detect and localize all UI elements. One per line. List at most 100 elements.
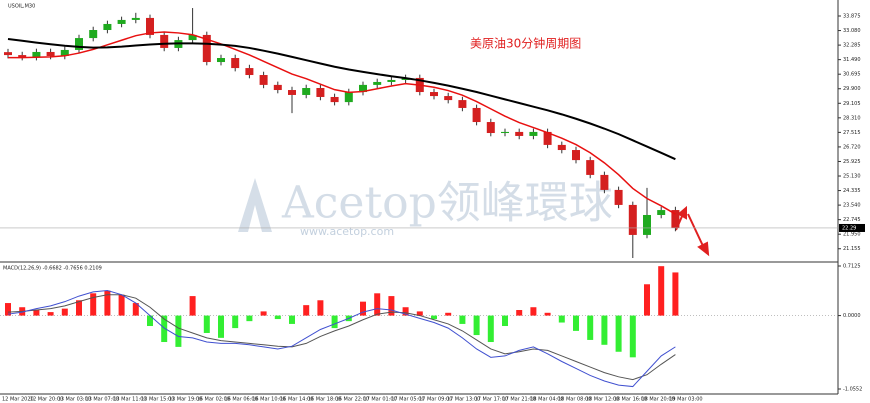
y-tick-label: 24.335: [843, 188, 861, 194]
histogram-bar: [118, 294, 125, 316]
candle-body: [18, 55, 27, 58]
histogram-bar: [388, 296, 395, 316]
candle-body: [330, 96, 339, 103]
histogram-bar: [402, 307, 409, 316]
x-tick-label: 19 Mar 03:00: [669, 397, 702, 403]
x-tick-label: 16 Mar 02:00: [197, 397, 230, 403]
candle-body: [344, 92, 353, 103]
candle-body: [600, 174, 609, 190]
x-tick-label: 13 Mar 19:00: [169, 397, 202, 403]
y-tick-label: 32.285: [843, 43, 861, 49]
candle-body: [671, 210, 680, 228]
candle-body: [302, 88, 311, 95]
x-tick-label: 18 Mar 08:00: [558, 397, 591, 403]
y-tick-label: 29.900: [843, 86, 861, 92]
histogram-bar: [274, 315, 281, 320]
histogram-bar: [175, 315, 182, 347]
y-tick-label: 29.105: [843, 101, 861, 107]
histogram-bar: [587, 315, 594, 340]
histogram-bar: [644, 284, 650, 316]
histogram-bar: [601, 315, 608, 345]
histogram-bar: [90, 293, 97, 316]
candle-body: [75, 38, 83, 50]
x-tick-label: 18 Mar 16:00: [614, 397, 647, 403]
x-tick-label: 17 Mar 05:00: [391, 397, 424, 403]
watermark-logo: [238, 178, 272, 232]
y-tick-label: 23.540: [843, 203, 861, 209]
candle-body: [231, 58, 240, 69]
y-tick-label: 25.925: [843, 159, 861, 165]
histogram-bar: [260, 311, 267, 316]
histogram-bar: [445, 312, 452, 316]
candle-body: [89, 30, 98, 39]
x-tick-label: 16 Mar 14:00: [280, 397, 313, 403]
histogram-bar: [672, 272, 679, 316]
y-tick-label: 28.310: [843, 115, 861, 121]
x-tick-label: 18 Mar 04:00: [530, 397, 563, 403]
candle-body: [501, 131, 509, 134]
candle-body: [430, 92, 438, 97]
x-tick-label: 13 Mar 07:00: [85, 397, 118, 403]
histogram-bar: [629, 315, 636, 358]
arrows: [675, 205, 710, 257]
watermark: Acetop领峰環球: [281, 178, 613, 229]
y-tick-label: 25.130: [843, 174, 861, 180]
histogram-bar: [558, 315, 565, 323]
candle-body: [628, 204, 637, 235]
candle-body: [472, 107, 481, 123]
candle-body: [643, 214, 651, 235]
candle-body: [46, 51, 55, 56]
price-label: 22.29: [842, 225, 856, 231]
y-tick-label: 33.875: [843, 14, 861, 20]
indicator-line: [7, 294, 676, 381]
y-tick-label: 21.950: [843, 232, 861, 238]
y-tick-label: 0.0000: [843, 313, 861, 319]
candle-body: [131, 17, 140, 20]
watermark-url: www.acetop.com: [300, 225, 394, 238]
x-tick-label: 13 Mar 11:00: [113, 397, 146, 403]
candle-body: [146, 17, 154, 35]
histogram-bar: [104, 290, 111, 316]
histogram-bar: [303, 305, 310, 316]
histogram-bar: [360, 301, 366, 316]
histogram-bar: [502, 315, 508, 327]
histogram-bar: [615, 315, 622, 352]
candle-body: [316, 88, 325, 97]
candle-body: [543, 131, 552, 145]
x-tick-label: 13 Mar 15:00: [141, 397, 174, 403]
candle-body: [188, 34, 197, 41]
candle-body: [103, 23, 112, 31]
candle-body: [245, 68, 254, 76]
x-tick-label: 16 Mar 10:00: [252, 397, 285, 403]
candle-body: [259, 75, 268, 85]
histogram-bar: [189, 296, 196, 316]
histogram-bar: [487, 315, 494, 343]
histogram-bar: [218, 315, 224, 338]
histogram-bar: [459, 315, 466, 324]
x-tick-label: 18 Mar 12:00: [586, 397, 619, 403]
histogram-bar: [246, 315, 253, 322]
y-tick-label: 27.515: [843, 130, 861, 136]
y-tick-label: 21.155: [843, 246, 861, 252]
candle-body: [515, 131, 524, 136]
x-tick-label: 18 Mar 20:00: [641, 397, 674, 403]
histogram-bar: [374, 293, 381, 316]
histogram-bar: [431, 315, 437, 320]
y-tick-label: 0.7125: [843, 264, 861, 270]
x-tick-label: 16 Mar 06:00: [224, 397, 257, 403]
histogram-bar: [76, 300, 82, 316]
x-tick-label: 17 Mar 01:00: [363, 397, 396, 403]
candle-body: [586, 160, 595, 175]
candle-body: [217, 58, 225, 63]
candle-body: [117, 19, 126, 24]
arrow-head: [677, 205, 687, 220]
x-tick-label: 17 Mar 13:00: [447, 397, 480, 403]
histogram-bar: [61, 308, 68, 316]
histogram-bar: [317, 300, 324, 316]
candle-body: [202, 34, 211, 63]
histogram-bar: [516, 310, 523, 316]
symbol-title: USOIL,M30: [8, 4, 35, 10]
candle-body: [529, 131, 538, 136]
candle-body: [273, 84, 282, 91]
y-tick-label: 22.745: [843, 217, 861, 223]
